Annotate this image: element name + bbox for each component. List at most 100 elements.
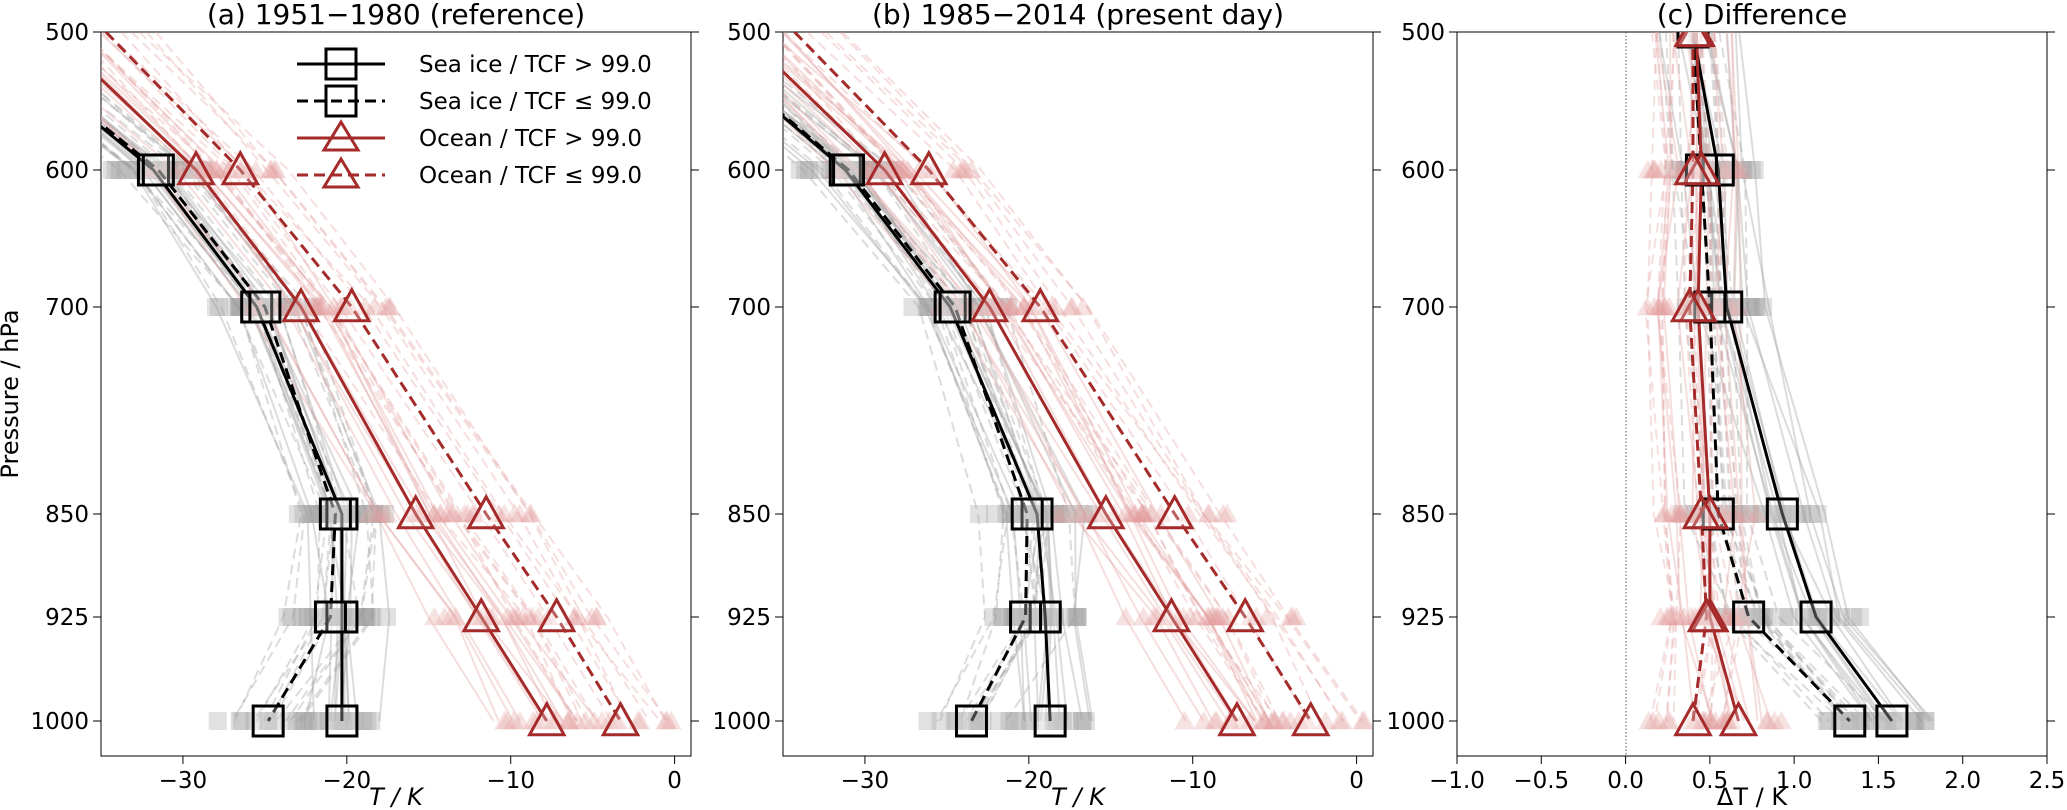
ensemble-line-1-4 <box>783 103 1029 722</box>
ensemble-marker-3-2-5 <box>1296 710 1318 730</box>
series-line-2 <box>783 69 1239 722</box>
ensemble-marker-3-6-5 <box>1657 710 1678 730</box>
ensemble-line-0-2 <box>1686 32 1887 722</box>
ensemble-marker-0-1-4 <box>357 608 376 626</box>
ensemble-marker-0-8-5 <box>1889 712 1908 730</box>
ensemble-line-1-11 <box>783 79 1077 722</box>
ensemble-marker-3-5-1 <box>265 159 287 179</box>
ensemble-line-1-3 <box>783 93 1045 722</box>
series-marker-3-925 <box>536 596 577 633</box>
ensemble-marker-3-9-3 <box>1132 503 1153 523</box>
ensemble-marker-0-0-5 <box>339 712 358 730</box>
series-marker-0-925 <box>1799 600 1833 634</box>
ensemble-line-2-7 <box>101 116 514 722</box>
ensemble-marker-1-6-5 <box>989 712 1008 730</box>
ensemble-marker-2-1-3 <box>441 503 463 523</box>
ensemble-marker-3-4-2 <box>1040 296 1062 316</box>
ensemble-line-3-3 <box>1644 32 1673 722</box>
ensemble-line-3-11 <box>120 32 630 722</box>
ensemble-marker-1-8-5 <box>230 712 249 730</box>
ensemble-marker-3-2-4 <box>502 606 524 626</box>
ensemble-marker-3-7-4 <box>1186 606 1208 626</box>
ensemble-marker-3-7-2 <box>1648 296 1669 316</box>
ensemble-marker-3-4-2 <box>379 296 401 316</box>
ensemble-marker-1-3-3 <box>319 505 338 523</box>
ensemble-marker-1-0-5 <box>280 712 299 730</box>
ensemble-line-3-4 <box>138 32 651 722</box>
ensemble-marker-2-10-4 <box>1146 606 1168 626</box>
ensemble-marker-3-4-1 <box>1663 159 1685 179</box>
ensemble-line-0-11 <box>101 121 353 722</box>
ensemble-marker-1-5-5 <box>964 712 983 730</box>
ensemble-marker-2-7-3 <box>1120 503 1142 523</box>
ensemble-line-2-11 <box>783 60 1256 722</box>
ensemble-marker-0-0-4 <box>326 608 345 626</box>
ensemble-marker-3-10-2 <box>363 296 385 316</box>
ensemble-line-0-7 <box>783 101 1069 722</box>
ensemble-line-1-7 <box>101 143 321 722</box>
ensemble-marker-1-4-5 <box>208 712 227 730</box>
ensemble-marker-3-7-3 <box>488 503 510 523</box>
ensemble-line-0-11 <box>783 87 1091 722</box>
ensemble-marker-0-4-4 <box>346 608 365 626</box>
ensemble-marker-2-9-4 <box>1726 606 1748 626</box>
ensemble-line-3-7 <box>783 54 1265 722</box>
ensemble-line-1-8 <box>101 141 306 722</box>
ensemble-marker-2-10-2 <box>957 296 979 316</box>
panel-a-x-ticks: −30 −20 −10 0 <box>159 756 682 794</box>
y-tick-label: 1000 <box>712 709 771 735</box>
ensemble-marker-1-4-3 <box>288 505 307 523</box>
ensemble-marker-3-6-1 <box>260 159 282 179</box>
series-marker-2-1000 <box>526 700 567 737</box>
ensemble-marker-2-3-3 <box>367 503 388 523</box>
ensemble-line-0-0 <box>101 131 343 722</box>
ensemble-line-2-9 <box>101 51 579 722</box>
ensemble-marker-3-3-4 <box>1665 606 1687 626</box>
ensemble-marker-1-2-2 <box>949 298 968 316</box>
series-marker-2-600 <box>176 149 216 186</box>
ensemble-marker-2-9-3 <box>1736 503 1758 523</box>
ensemble-marker-3-10-5 <box>1352 710 1373 730</box>
ensemble-marker-2-2-3 <box>1052 503 1074 523</box>
ensemble-marker-3-1-5 <box>1279 710 1301 730</box>
ensemble-marker-3-8-3 <box>1135 503 1156 523</box>
ensemble-marker-1-2-3 <box>1673 505 1692 523</box>
ensemble-marker-3-10-3 <box>1198 503 1220 523</box>
ensemble-marker-1-11-3 <box>371 505 390 523</box>
y-tick-label: 600 <box>45 158 89 184</box>
ensemble-marker-0-5-3 <box>364 505 383 523</box>
ensemble-marker-2-2-4 <box>1133 606 1154 626</box>
ensemble-line-2-4 <box>1655 32 1714 722</box>
ensemble-line-3-2 <box>783 32 1310 722</box>
ensemble-marker-0-0-5 <box>1906 712 1925 730</box>
ensemble-marker-1-8-4 <box>282 608 301 626</box>
ensemble-marker-2-7-5 <box>1716 710 1738 730</box>
ensemble-line-0-6 <box>783 111 1052 722</box>
x-tick-label: −10 <box>1168 768 1217 794</box>
ensemble-line-0-8 <box>783 140 1026 722</box>
series-line-2 <box>101 76 549 722</box>
ensemble-marker-1-6-4 <box>1033 608 1052 626</box>
ensemble-line-1-9 <box>1708 32 1857 722</box>
ensemble-line-0-6 <box>1690 32 1878 722</box>
ensemble-marker-2-10-5 <box>1705 710 1726 730</box>
ensemble-marker-0-9-5 <box>1853 712 1872 730</box>
ensemble-marker-0-7-4 <box>298 608 317 626</box>
ensemble-marker-1-9-3 <box>365 505 384 523</box>
ensemble-marker-1-7-5 <box>1819 712 1838 730</box>
ensemble-marker-1-7-1 <box>1664 161 1683 179</box>
ensemble-marker-1-0-4 <box>1003 608 1022 626</box>
ensemble-marker-2-5-3 <box>1746 503 1768 523</box>
ensemble-marker-3-4-3 <box>1178 503 1199 523</box>
ensemble-line-1-11 <box>1710 32 1853 722</box>
ensemble-marker-1-1-5 <box>258 712 277 730</box>
ensemble-marker-2-4-3 <box>1670 503 1692 523</box>
ensemble-marker-3-2-5 <box>566 710 588 730</box>
x-tick-label: 0.0 <box>1607 768 1644 794</box>
series-marker-2-925 <box>461 596 502 633</box>
panel-a-title: (a) 1951−1980 (reference) <box>207 0 585 31</box>
ensemble-marker-3-4-3 <box>520 503 542 523</box>
series-marker-1-850 <box>1010 497 1044 531</box>
series-marker-3-850 <box>1681 493 1722 530</box>
ensemble-marker-1-3-5 <box>1849 712 1868 730</box>
